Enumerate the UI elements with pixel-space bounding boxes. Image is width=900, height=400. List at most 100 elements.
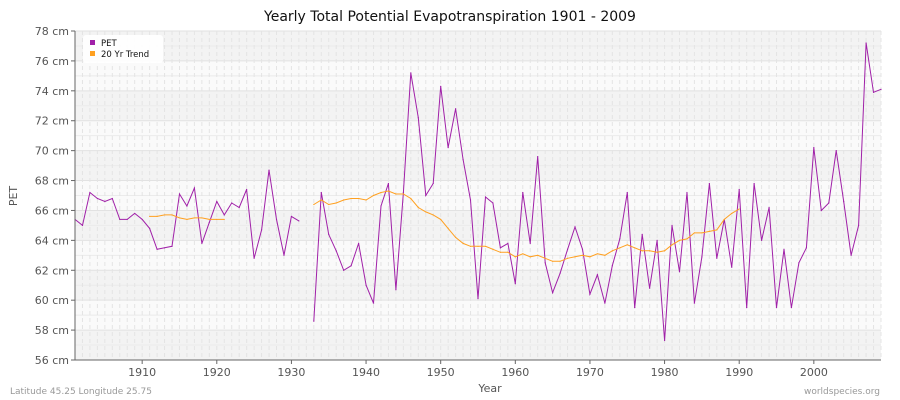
pet-point xyxy=(581,248,584,250)
trend-point xyxy=(723,218,725,221)
trend-point xyxy=(529,256,531,258)
trend-point xyxy=(559,260,561,262)
pet-point xyxy=(238,206,240,209)
trend-point xyxy=(634,247,636,249)
pet-point xyxy=(499,247,501,249)
pet-point xyxy=(89,191,91,194)
pet-point xyxy=(604,302,606,304)
trend-point xyxy=(507,251,509,253)
pet-point xyxy=(410,72,412,74)
pet-point xyxy=(350,265,352,267)
trend-point xyxy=(201,217,203,219)
trend-point xyxy=(649,250,651,252)
legend-swatch-pet xyxy=(90,40,95,45)
pet-point xyxy=(343,269,345,271)
footer-location: Latitude 45.25 Longitude 25.75 xyxy=(10,387,152,397)
pet-point xyxy=(611,265,613,267)
pet-point xyxy=(589,293,591,295)
pet-point xyxy=(492,202,494,204)
x-tick-label: 1940 xyxy=(352,366,380,379)
trend-point xyxy=(574,256,576,258)
x-axis-label: Year xyxy=(477,382,502,395)
pet-point xyxy=(253,257,255,259)
trend-point xyxy=(484,245,487,247)
pet-point xyxy=(686,191,688,194)
pet-point xyxy=(835,150,837,152)
trend-point xyxy=(186,218,188,221)
x-tick-label: 1970 xyxy=(576,366,604,379)
pet-point xyxy=(626,191,628,194)
legend-label-pet: PET xyxy=(101,39,117,49)
trend-point xyxy=(477,245,479,247)
trend-point xyxy=(156,215,158,218)
pet-point xyxy=(828,202,830,204)
pet-point xyxy=(208,221,210,224)
trend-point xyxy=(596,253,599,255)
trend-point xyxy=(447,227,449,229)
pet-point xyxy=(425,194,427,197)
trend-point xyxy=(372,194,375,197)
pet-point xyxy=(746,307,748,309)
trend-point xyxy=(581,254,584,256)
pet-point xyxy=(111,197,113,200)
pet-point xyxy=(663,339,666,342)
trend-point xyxy=(193,217,196,219)
pet-point xyxy=(872,91,875,93)
pet-point xyxy=(447,147,449,149)
pet-point xyxy=(559,272,561,274)
trend-point xyxy=(171,214,173,216)
trend-point xyxy=(537,254,539,256)
pet-point xyxy=(731,266,733,268)
pet-point xyxy=(163,247,166,249)
trend-point xyxy=(410,197,412,200)
pet-point xyxy=(335,250,337,252)
pet-point xyxy=(149,227,151,229)
pet-point xyxy=(649,287,651,289)
pet-point xyxy=(619,238,621,240)
legend-label-trend: 20 Yr Trend xyxy=(101,50,149,60)
pet-point xyxy=(469,199,472,201)
y-tick-label: 58 cm xyxy=(35,324,69,337)
pet-point xyxy=(790,307,793,309)
pet-point xyxy=(552,292,554,294)
pet-point xyxy=(753,182,755,185)
trend-point xyxy=(432,214,434,216)
pet-point xyxy=(656,239,658,241)
pet-point xyxy=(880,88,882,90)
pet-point xyxy=(357,242,360,244)
trend-point xyxy=(641,250,643,252)
pet-point xyxy=(537,156,539,158)
chart-title: Yearly Total Potential Evapotranspiratio… xyxy=(263,9,636,25)
y-tick-label: 70 cm xyxy=(35,145,69,158)
pet-point xyxy=(440,85,442,87)
trend-point xyxy=(492,248,494,250)
pet-point xyxy=(313,320,315,322)
pet-point xyxy=(574,226,576,228)
trend-point xyxy=(619,247,621,249)
trend-point xyxy=(469,245,472,247)
pet-point xyxy=(701,256,703,258)
pet-point xyxy=(566,248,569,250)
pet-point xyxy=(178,193,181,195)
trend-point xyxy=(738,208,740,210)
x-tick-label: 1910 xyxy=(128,366,156,379)
y-tick-label: 68 cm xyxy=(35,175,69,188)
trend-point xyxy=(425,211,427,213)
pet-point xyxy=(850,254,852,256)
pet-point xyxy=(634,307,636,309)
legend: PET 20 Yr Trend xyxy=(83,35,163,63)
x-tick-label: 1930 xyxy=(277,366,305,379)
y-tick-label: 76 cm xyxy=(35,55,69,68)
trend-point xyxy=(708,230,710,232)
legend-box xyxy=(83,35,163,63)
x-tick-label: 1990 xyxy=(725,366,753,379)
series-layer xyxy=(74,42,882,342)
trend-point xyxy=(380,191,382,194)
trend-point xyxy=(149,215,151,218)
pet-point xyxy=(544,262,546,264)
pet-point xyxy=(290,215,293,218)
pet-point xyxy=(268,169,270,171)
x-tick-label: 1980 xyxy=(651,366,679,379)
y-axis-label: PET xyxy=(7,186,20,207)
pet-point xyxy=(783,248,785,250)
